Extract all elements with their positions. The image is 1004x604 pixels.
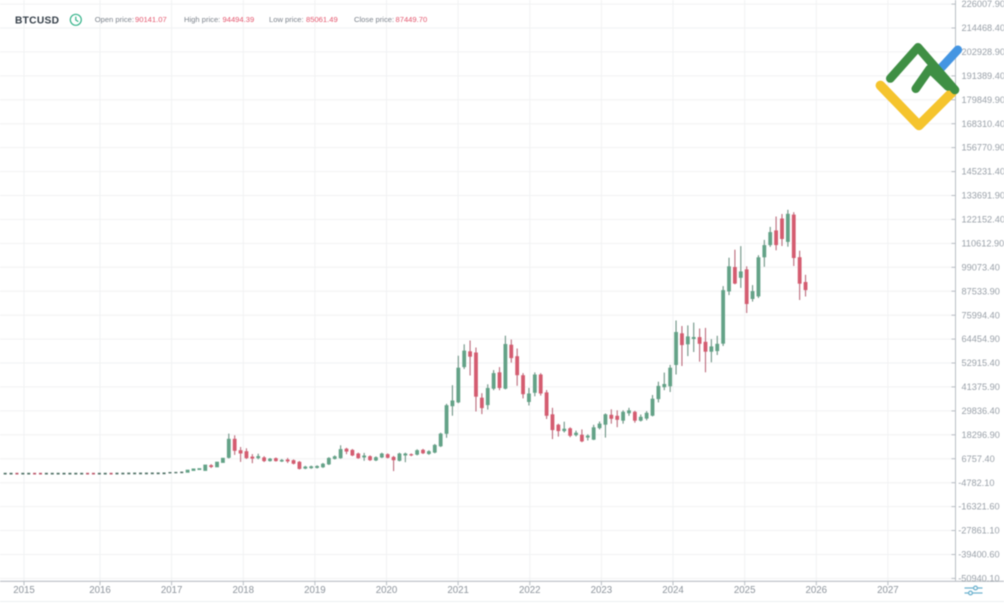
svg-text:41375.90: 41375.90 [962,382,1000,392]
svg-text:2020: 2020 [376,585,398,596]
svg-text:Close price:: Close price: [354,15,394,24]
svg-text:2017: 2017 [161,585,183,596]
svg-text:29836.40: 29836.40 [962,406,1000,416]
svg-text:2015: 2015 [13,585,35,596]
svg-text:2024: 2024 [662,585,684,596]
svg-text:214468.40: 214468.40 [962,23,1004,33]
svg-text:2027: 2027 [877,585,899,596]
svg-text:BTCUSD: BTCUSD [15,15,59,26]
svg-text:2022: 2022 [519,585,541,596]
svg-text:52915.40: 52915.40 [962,358,1000,368]
svg-text:-50940.10: -50940.10 [958,574,999,584]
svg-text:6757.40: 6757.40 [962,454,995,464]
svg-text:99073.40: 99073.40 [962,262,1000,272]
svg-text:64454.90: 64454.90 [962,334,1000,344]
svg-text:2023: 2023 [591,585,613,596]
svg-text:-39400.60: -39400.60 [958,550,999,560]
svg-text:133691.90: 133691.90 [962,191,1004,201]
svg-text:2025: 2025 [734,585,756,596]
svg-text:-4782.10: -4782.10 [958,478,994,488]
svg-text:-16321.60: -16321.60 [958,502,999,512]
svg-text:156770.90: 156770.90 [962,143,1004,153]
svg-text:2019: 2019 [304,585,326,596]
svg-text:-27861.10: -27861.10 [958,526,999,536]
svg-text:90141.07: 90141.07 [135,15,167,24]
svg-text:Low price:: Low price: [269,15,304,24]
svg-text:202928.90: 202928.90 [962,47,1004,57]
svg-text:145231.40: 145231.40 [962,167,1004,177]
svg-text:18296.90: 18296.90 [962,430,1000,440]
svg-text:179849.90: 179849.90 [962,95,1004,105]
svg-text:2018: 2018 [233,585,255,596]
svg-text:94494.39: 94494.39 [223,15,255,24]
svg-text:2021: 2021 [447,585,469,596]
svg-text:168310.40: 168310.40 [962,119,1004,129]
svg-text:Open price:: Open price: [95,15,134,24]
svg-text:110612.90: 110612.90 [962,239,1004,249]
svg-text:High price:: High price: [184,15,220,24]
svg-text:87449.70: 87449.70 [396,15,428,24]
svg-text:122152.40: 122152.40 [962,215,1004,225]
svg-text:191389.40: 191389.40 [962,71,1004,81]
svg-text:2026: 2026 [806,585,828,596]
svg-text:85061.49: 85061.49 [306,15,338,24]
svg-text:226007.90: 226007.90 [962,0,1004,9]
svg-text:75994.40: 75994.40 [962,310,1000,320]
svg-text:87533.90: 87533.90 [962,286,1000,296]
svg-text:2016: 2016 [89,585,111,596]
